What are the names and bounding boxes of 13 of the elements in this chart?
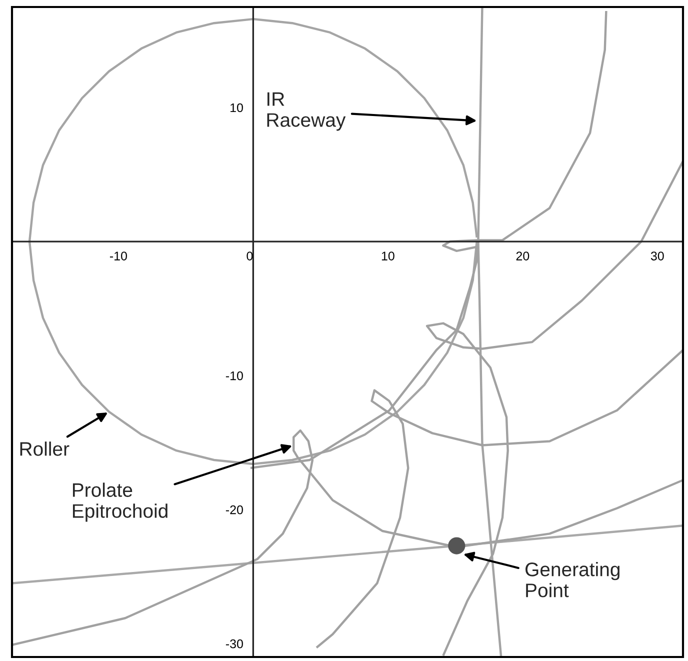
x-tick-label: 0 — [246, 252, 253, 260]
y-tick-label: -20 — [226, 505, 243, 514]
annotation: IR Raceway — [267, 92, 346, 131]
y-tick-label: -10 — [226, 371, 243, 380]
x-tick-label: -10 — [110, 252, 127, 260]
x-tick-label: 30 — [650, 252, 664, 260]
y-tick-label: 10 — [230, 103, 243, 112]
y-tick-label: -30 — [226, 639, 243, 648]
x-tick-label: 10 — [382, 252, 394, 260]
x-tick-label: 20 — [516, 252, 530, 260]
annotation: Prolate Epitrochoid — [72, 482, 168, 522]
annotation: Generating Point — [526, 562, 620, 598]
annotation: Roller — [20, 442, 70, 456]
